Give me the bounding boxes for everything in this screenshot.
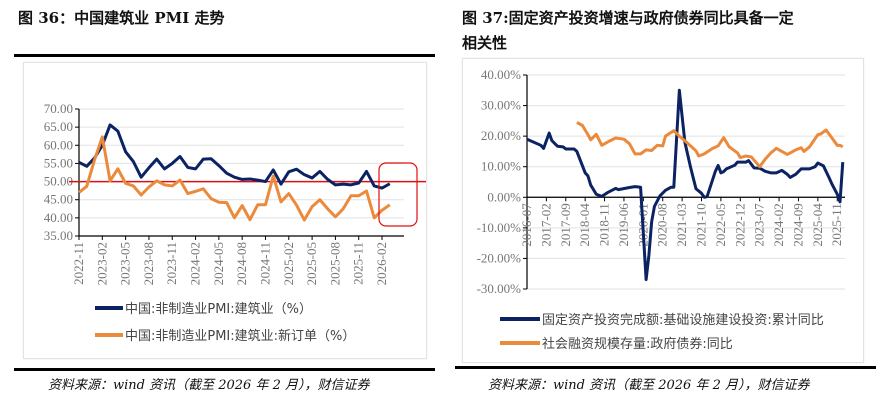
right-figure-title-line2: 相关性 <box>462 34 508 52</box>
x-tick-label: 2025-05 <box>304 242 319 285</box>
x-tick-label: 2024-11 <box>257 242 272 285</box>
x-tick-label: 2021-10 <box>694 203 709 246</box>
legend-label-2: 中国:非制造业PMI:建筑业:新订单（%） <box>125 328 355 344</box>
x-tick-label: 2024-02 <box>771 203 786 246</box>
y-tick-label: -30.00% <box>477 281 522 296</box>
y-tick-label: 0.00% <box>487 189 521 204</box>
y-tick-label: 20.00% <box>481 128 521 143</box>
y-tick-label: 40.00% <box>481 67 521 82</box>
y-tick-label: 40.00 <box>44 210 73 225</box>
left-source-note: 资料来源：wind 资讯（截至 2026 年 2 月），财信证券 <box>48 378 370 393</box>
y-tick-label: 65.00 <box>44 119 73 134</box>
y-tick-label: -10.00% <box>477 220 522 235</box>
right-source-note: 资料来源：wind 资讯（截至 2026 年 2 月），财信证券 <box>488 378 810 393</box>
y-tick-label: 35.00 <box>44 228 73 243</box>
right-chart-frame <box>462 58 864 363</box>
x-tick-label: 2024-09 <box>790 203 805 246</box>
x-tick-label: 2025-08 <box>327 242 342 285</box>
x-tick-label: 2016-07 <box>519 203 534 247</box>
highlight-box <box>378 162 418 227</box>
left-title-rule <box>14 54 435 57</box>
left-figure-title: 图 36：中国建筑业 PMI 走势 <box>18 9 225 27</box>
y-tick-label: 10.00% <box>481 159 521 174</box>
series-line-2 <box>576 121 844 169</box>
x-tick-label: 2025-02 <box>281 242 296 285</box>
x-tick-label: 2024-05 <box>211 242 226 285</box>
y-tick-label: 60.00 <box>44 137 73 152</box>
x-tick-label: 2023-07 <box>752 203 767 247</box>
x-tick-label: 2018-04 <box>577 203 592 247</box>
legend-label-1: 中国:非制造业PMI:建筑业（%） <box>125 301 312 317</box>
x-tick-label: 2019-06 <box>616 203 631 247</box>
x-tick-label: 2021-03 <box>674 203 689 246</box>
legend-label-1: 固定资产投资完成额:基础设施建设投资:累计同比 <box>542 312 824 328</box>
y-tick-label: 50.00 <box>44 174 73 189</box>
y-tick-label: 45.00 <box>44 192 73 207</box>
x-tick-label: 2018-11 <box>597 203 612 246</box>
x-tick-label: 2025-11 <box>829 203 844 246</box>
series-line-2 <box>78 135 391 222</box>
y-tick-label: -20.00% <box>477 250 522 265</box>
x-tick-label: 2023-05 <box>118 242 133 285</box>
x-tick-label: 2025-04 <box>810 203 825 247</box>
y-tick-label: 70.00 <box>44 101 73 116</box>
left-chart-frame <box>23 62 427 359</box>
legend-label-2: 社会融资规模存量:政府债券:同比 <box>542 336 733 352</box>
x-tick-label: 2022-11 <box>71 242 86 285</box>
x-tick-label: 2023-08 <box>141 242 156 285</box>
x-tick-label: 2023-11 <box>164 242 179 285</box>
series-line-1 <box>78 123 391 190</box>
x-tick-label: 2020-08 <box>655 203 670 246</box>
series-line-1 <box>526 88 845 282</box>
x-tick-label: 2022-12 <box>732 203 747 246</box>
x-tick-label: 2024-08 <box>234 242 249 285</box>
right-bottom-rule <box>455 366 876 369</box>
x-tick-label: 2023-02 <box>94 242 109 285</box>
x-tick-label: 2024-02 <box>188 242 203 285</box>
y-tick-label: 30.00% <box>481 98 521 113</box>
x-tick-label: 2025-11 <box>351 242 366 285</box>
left-bottom-rule <box>14 368 435 371</box>
x-tick-label: 2017-02 <box>538 203 553 246</box>
y-tick-label: 55.00 <box>44 155 73 170</box>
x-tick-label: 2017-09 <box>558 203 573 246</box>
right-figure-title-line1: 图 37:固定资产投资增速与政府债券同比具备一定 <box>462 9 794 27</box>
x-tick-label: 2022-05 <box>713 203 728 246</box>
x-tick-label: 2026-02 <box>374 242 389 285</box>
